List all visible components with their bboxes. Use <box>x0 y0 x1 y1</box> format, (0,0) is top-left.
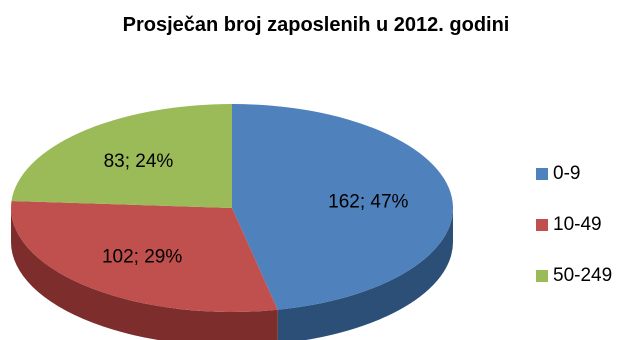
pie-slice-0-9 <box>232 103 454 310</box>
pie-sides <box>11 208 453 340</box>
data-label-10-49: 102; 29% <box>102 247 182 268</box>
legend: 0-9 10-49 50-249 <box>536 162 612 315</box>
pie-side-0-9 <box>277 208 453 340</box>
legend-label: 10-49 <box>553 214 602 235</box>
legend-item: 50-249 <box>536 264 612 288</box>
pie-side-10-49 <box>11 208 278 340</box>
pie-labels: 162; 47% 102; 29% 83; 24% <box>102 151 409 268</box>
pie-slices <box>10 103 454 313</box>
legend-label: 0-9 <box>553 163 581 184</box>
legend-label: 50-249 <box>553 265 613 286</box>
legend-item: 10-49 <box>536 213 612 237</box>
legend-swatch-50-249 <box>536 270 548 282</box>
data-label-0-9: 162; 47% <box>328 191 408 212</box>
legend-item: 0-9 <box>536 162 612 186</box>
pie-slice-50-249 <box>11 104 233 208</box>
legend-swatch-0-9 <box>536 168 548 180</box>
data-label-50-249: 83; 24% <box>104 151 174 172</box>
legend-swatch-10-49 <box>536 219 548 231</box>
chart-title: Prosječan broj zaposlenih u 2012. godini <box>122 14 510 36</box>
pie-slice-10-49 <box>10 200 278 313</box>
